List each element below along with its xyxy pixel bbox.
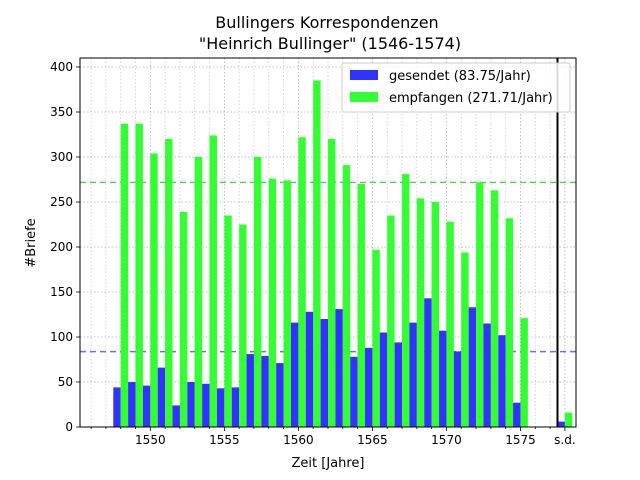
bar-empfangen xyxy=(313,80,321,427)
bar-empfangen xyxy=(239,224,247,427)
bar-empfangen xyxy=(431,202,440,427)
bar-gesendet xyxy=(157,367,166,427)
bar-gesendet xyxy=(202,383,210,427)
bar-empfangen xyxy=(342,165,351,427)
bar-empfangen xyxy=(209,135,217,427)
bar-empfangen xyxy=(283,180,291,427)
y-axis-label: #Briefe xyxy=(24,218,39,267)
y-tick-label: 300 xyxy=(50,150,73,164)
bar-empfangen xyxy=(476,182,484,427)
bar-gesendet xyxy=(320,319,328,427)
bar-empfangen xyxy=(194,157,203,427)
x-tick-label: 1570 xyxy=(431,433,462,447)
x-axis-ticks: 1550 1555 1560 1565 1570 1575 s.d. xyxy=(90,427,576,447)
bar-empfangen xyxy=(328,139,336,427)
bar-empfangen xyxy=(298,137,306,427)
bar-empfangen xyxy=(387,215,395,427)
legend: gesendet (83.75/Jahr) empfangen (271.71/… xyxy=(341,62,571,113)
chart-title: Bullingers Korrespondenzen xyxy=(215,13,438,32)
bar-gesendet xyxy=(290,322,299,427)
bar-gesendet xyxy=(187,382,195,427)
bar-empfangen xyxy=(253,157,262,427)
bar-gesendet xyxy=(394,342,403,427)
y-tick-label: 350 xyxy=(50,105,73,119)
legend-swatch-empfangen xyxy=(350,92,378,102)
bar-gesendet xyxy=(113,387,121,427)
bar-gesendet xyxy=(335,309,343,427)
bar-empfangen-undated xyxy=(564,412,573,427)
y-tick-label: 50 xyxy=(58,375,73,389)
bar-empfangen xyxy=(357,184,366,427)
x-tick-label: 1575 xyxy=(505,433,536,447)
bar-gesendet xyxy=(498,335,506,427)
chart-subtitle: "Heinrich Bullinger" (1546-1574) xyxy=(199,34,461,53)
bar-gesendet xyxy=(231,387,240,427)
bars xyxy=(113,80,573,427)
bar-gesendet xyxy=(453,351,462,427)
y-tick-label: 400 xyxy=(50,60,73,74)
bar-gesendet xyxy=(379,332,388,427)
y-tick-label: 250 xyxy=(50,195,73,209)
bar-empfangen xyxy=(520,318,528,427)
x-tick-label-undated: s.d. xyxy=(554,433,576,447)
bar-gesendet xyxy=(246,354,254,427)
x-tick-label: 1550 xyxy=(135,433,166,447)
x-tick-label: 1565 xyxy=(357,433,388,447)
bar-gesendet xyxy=(439,330,447,427)
bar-gesendet xyxy=(483,323,491,427)
bar-gesendet xyxy=(172,405,180,427)
bar-gesendet xyxy=(261,355,269,427)
bar-gesendet xyxy=(142,385,151,427)
bar-gesendet xyxy=(305,311,314,427)
y-tick-label: 100 xyxy=(50,330,73,344)
bar-empfangen xyxy=(505,218,514,427)
x-axis-label: Zeit [Jahre] xyxy=(292,456,365,471)
bar-empfangen xyxy=(461,252,469,427)
bar-empfangen xyxy=(402,174,410,427)
bar-empfangen xyxy=(446,221,454,427)
bar-gesendet xyxy=(276,363,284,427)
bar-empfangen xyxy=(490,190,499,427)
bar-gesendet xyxy=(128,382,136,427)
bar-gesendet xyxy=(409,322,417,427)
bar-gesendet xyxy=(350,356,358,427)
y-tick-label: 200 xyxy=(50,240,73,254)
bar-gesendet xyxy=(468,307,477,427)
bar-gesendet-undated xyxy=(557,421,565,427)
legend-box xyxy=(341,62,571,113)
legend-label-empfangen: empfangen (271.71/Jahr) xyxy=(389,91,553,106)
bar-empfangen xyxy=(224,215,232,427)
bar-empfangen xyxy=(120,123,129,427)
bar-empfangen xyxy=(165,139,173,427)
y-tick-label: 0 xyxy=(65,420,73,434)
bar-empfangen xyxy=(372,249,380,427)
bar-empfangen xyxy=(135,123,143,427)
bar-gesendet xyxy=(513,402,521,427)
x-tick-label: 1560 xyxy=(283,433,314,447)
bar-empfangen xyxy=(179,211,188,427)
legend-swatch-gesendet xyxy=(350,70,378,80)
bar-empfangen xyxy=(268,178,277,427)
bar-empfangen xyxy=(150,153,158,427)
legend-label-gesendet: gesendet (83.75/Jahr) xyxy=(389,69,531,84)
bar-gesendet xyxy=(216,388,225,427)
bar-empfangen xyxy=(416,198,425,427)
bar-gesendet xyxy=(365,347,373,427)
y-tick-label: 150 xyxy=(50,285,73,299)
x-tick-label: 1555 xyxy=(209,433,240,447)
y-axis-ticks: 0 50 100 150 200 250 300 350 400 xyxy=(50,60,80,434)
bar-gesendet xyxy=(424,298,432,427)
